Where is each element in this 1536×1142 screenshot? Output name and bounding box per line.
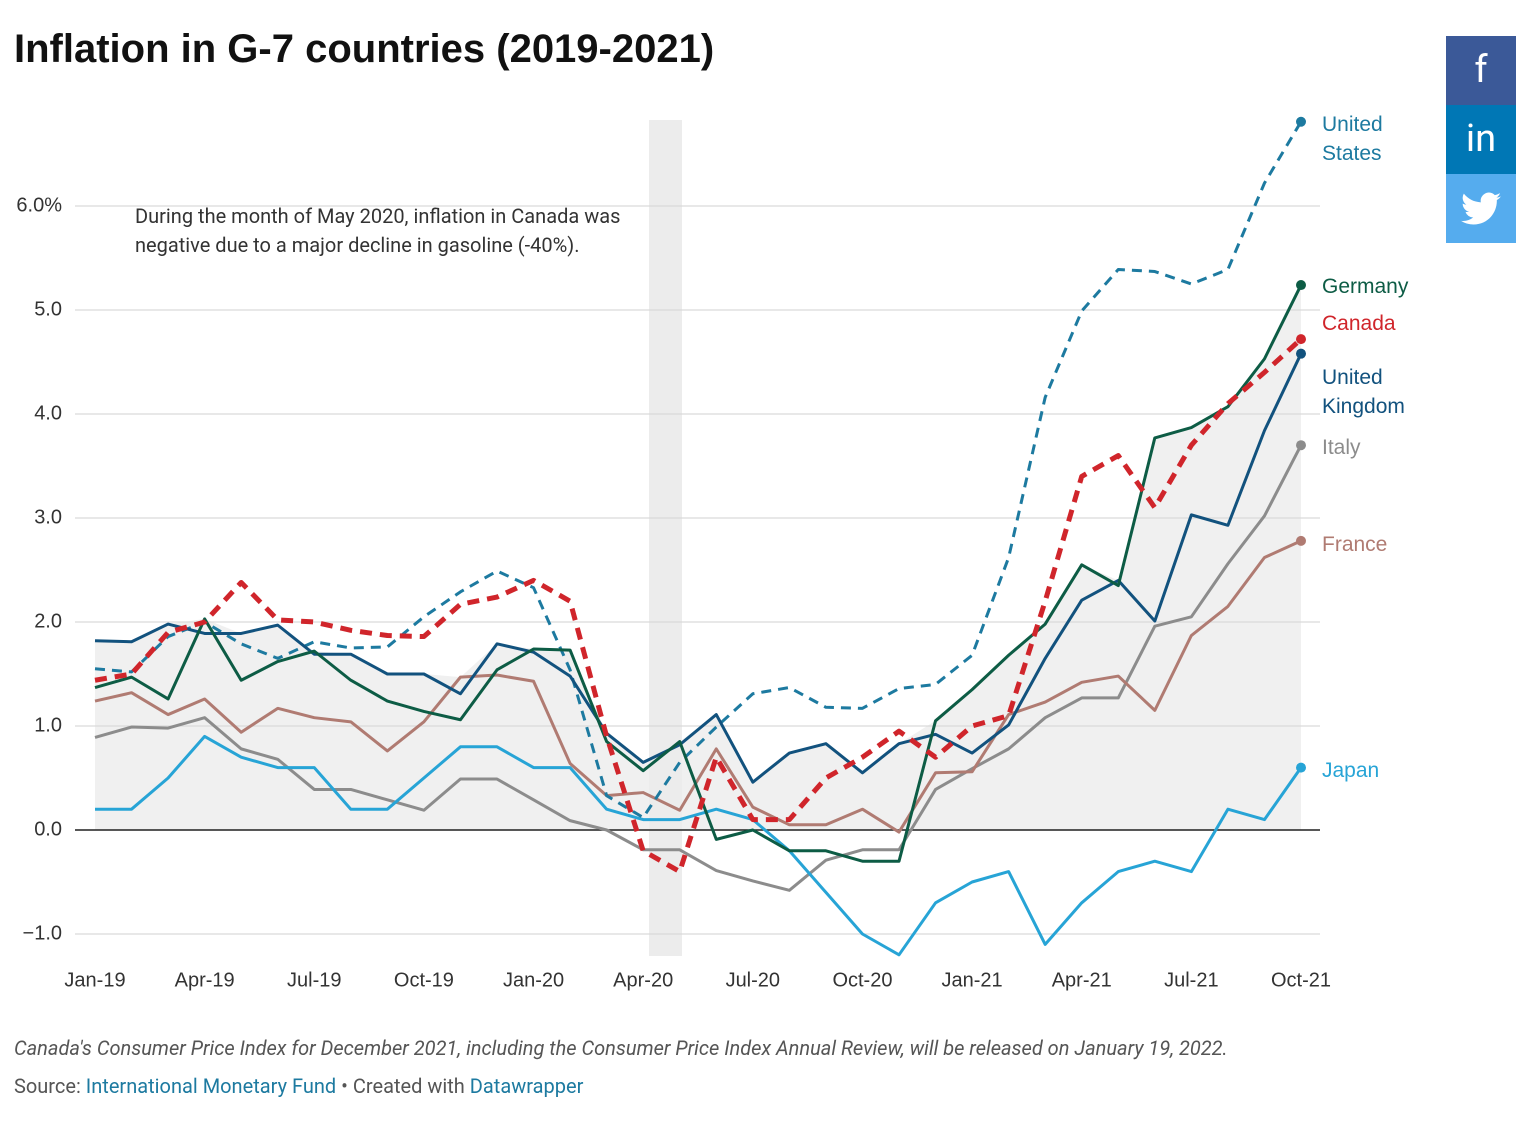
x-tick-label: Jan-20 [503, 969, 564, 991]
end-dot [1296, 762, 1306, 773]
y-tick-label: 5.0 [34, 298, 62, 320]
source-label: Source: [14, 1074, 81, 1098]
end-dot [1296, 280, 1306, 291]
x-tick-label: Apr-19 [175, 969, 235, 991]
y-tick-label: 6.0% [16, 194, 62, 216]
x-tick-label: Jul-20 [726, 969, 780, 991]
end-dot [1296, 440, 1306, 451]
series-line [94, 353, 1303, 784]
highlight-band [649, 120, 682, 956]
x-tick-label: Apr-21 [1052, 969, 1112, 991]
x-tick-label: Jan-19 [64, 969, 125, 991]
facebook-button[interactable]: f [1446, 36, 1516, 105]
end-dot [1296, 535, 1306, 546]
caption: Canada's Consumer Price Index for Decemb… [14, 1036, 1228, 1060]
y-tick-label: 1.0 [34, 714, 62, 736]
range-area [95, 285, 1301, 830]
twitter-icon [1461, 192, 1501, 225]
linkedin-button[interactable]: in [1446, 105, 1516, 174]
x-tick-label: Apr-20 [613, 969, 673, 991]
legend-label: France [1322, 532, 1388, 556]
end-dot [1296, 334, 1306, 345]
y-tick-label: 2.0 [34, 610, 62, 632]
y-tick-label: −1.0 [23, 922, 62, 944]
legend-label: Germany [1322, 275, 1409, 299]
twitter-button[interactable] [1446, 174, 1516, 243]
legend-label: United Kingdom [1322, 365, 1405, 418]
annotation: During the month of May 2020, inflation … [135, 204, 621, 257]
y-tick-label: 3.0 [34, 506, 62, 528]
series-line [94, 284, 1303, 863]
source: Source: International Monetary Fund • Cr… [14, 1074, 583, 1098]
x-tick-label: Oct-19 [394, 969, 454, 991]
x-tick-label: Oct-20 [832, 969, 892, 991]
legend-label: Canada [1322, 312, 1396, 336]
series-line [95, 734, 1303, 957]
series-line [94, 539, 1302, 834]
series-line [94, 337, 1303, 875]
series-line [94, 444, 1303, 892]
x-tick-label: Oct-21 [1271, 969, 1331, 991]
x-tick-label: Jul-19 [287, 969, 341, 991]
series-line [94, 120, 1303, 820]
legend-label: Italy [1322, 436, 1361, 460]
legend-label: Japan [1322, 758, 1380, 782]
credit-link[interactable]: Datawrapper [469, 1074, 584, 1098]
legend-label: United States [1322, 112, 1383, 165]
end-dot [1296, 116, 1306, 127]
credit-label: • Created with [341, 1074, 465, 1098]
y-tick-label: 4.0 [34, 402, 62, 424]
source-link[interactable]: International Monetary Fund [85, 1074, 337, 1098]
chart-title: Inflation in G-7 countries (2019-2021) [14, 27, 714, 71]
end-dot [1296, 348, 1306, 359]
x-tick-label: Jul-21 [1164, 969, 1218, 991]
y-tick-label: 0.0 [34, 818, 62, 840]
x-tick-label: Jan-21 [942, 969, 1003, 991]
